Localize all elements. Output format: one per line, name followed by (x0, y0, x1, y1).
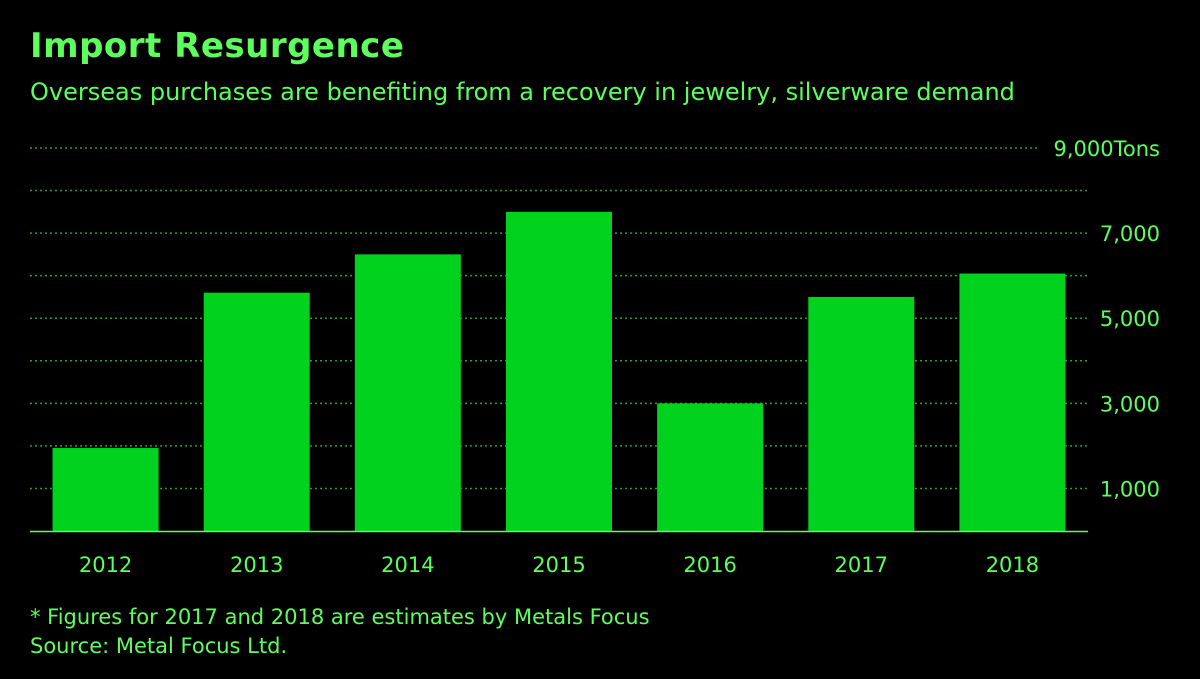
y-tick-label: 9,000Tons (1054, 137, 1160, 161)
x-tick-label: 2012 (79, 553, 132, 577)
x-tick-label: 2016 (683, 553, 736, 577)
bar-2014 (354, 254, 461, 531)
bar-2018 (959, 273, 1066, 531)
chart-footnote: * Figures for 2017 and 2018 are estimate… (30, 605, 650, 629)
x-tick-label: 2015 (532, 553, 585, 577)
y-tick-label: 7,000 (1100, 222, 1160, 246)
x-tick-label: 2017 (835, 553, 888, 577)
bar-2016 (657, 403, 764, 531)
bar-2013 (203, 292, 310, 531)
chart-subtitle: Overseas purchases are benefiting from a… (30, 78, 1015, 106)
chart-source: Source: Metal Focus Ltd. (30, 634, 288, 658)
y-tick-label: 3,000 (1100, 392, 1160, 416)
x-tick-label: 2013 (230, 553, 283, 577)
bar-2012 (52, 448, 159, 531)
x-tick-label: 2014 (381, 553, 434, 577)
bar-2017 (808, 296, 915, 531)
bar-2015 (506, 211, 612, 532)
x-tick-label: 2018 (986, 553, 1039, 577)
y-tick-label: 1,000 (1100, 477, 1160, 501)
y-tick-label: 5,000 (1100, 307, 1160, 331)
chart-title: Import Resurgence (30, 26, 405, 66)
